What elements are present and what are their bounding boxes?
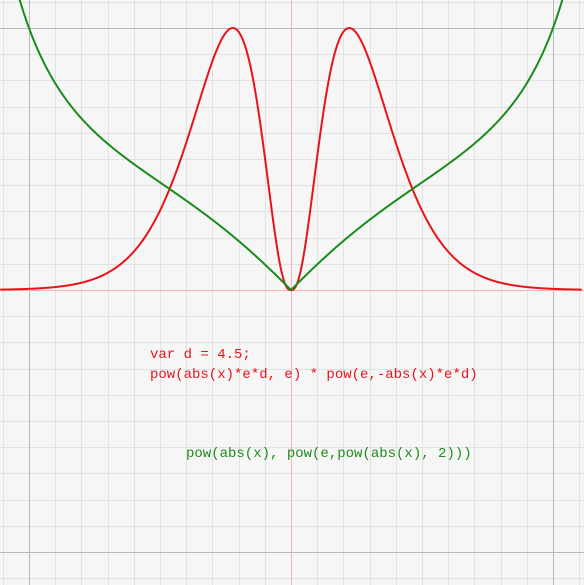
formula-green-line-1: pow(abs(x), pow(e,pow(abs(x), 2)))	[186, 446, 472, 462]
formula-red-line-1: var d = 4.5;	[150, 347, 251, 363]
formula-red-line-2: pow(abs(x)*e*d, e) * pow(e,-abs(x)*e*d)	[150, 367, 478, 383]
series-green-curve	[18, 0, 564, 292]
